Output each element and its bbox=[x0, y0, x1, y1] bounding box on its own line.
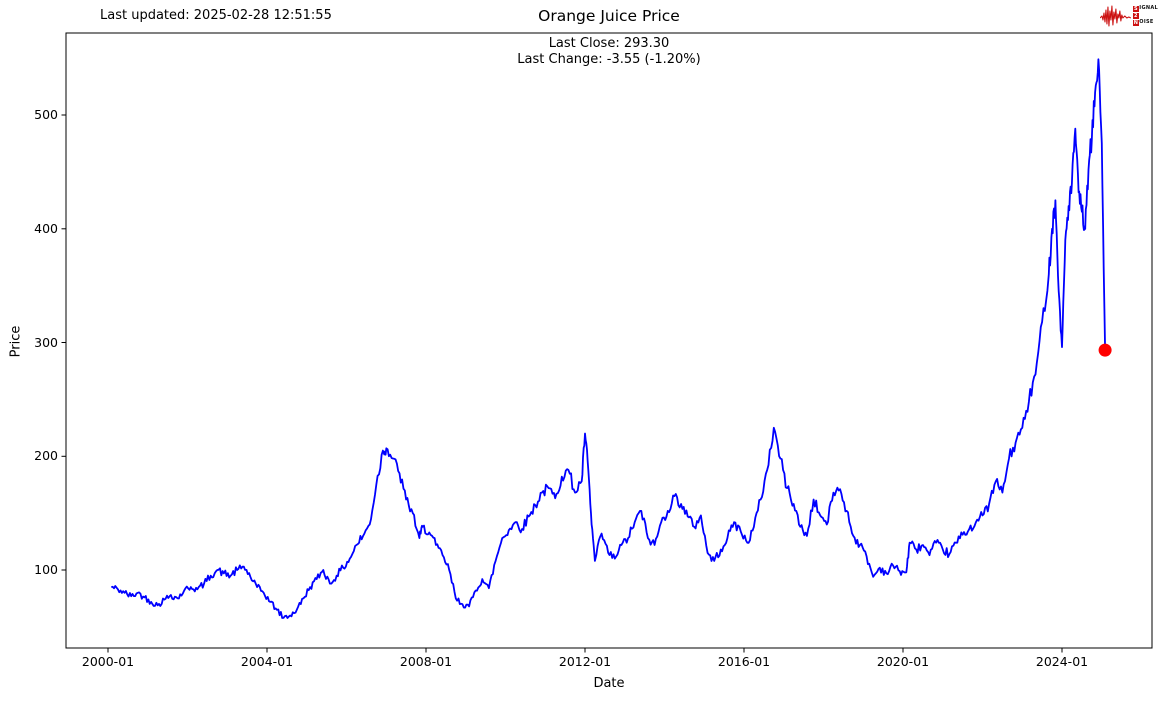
axes-box bbox=[65, 32, 1153, 649]
price-line bbox=[111, 58, 1106, 619]
waveform-icon bbox=[1100, 5, 1132, 26]
y-tick-label: 500 bbox=[34, 107, 58, 122]
x-tick-label: 2016-01 bbox=[717, 654, 771, 669]
last-updated-text: Last updated: 2025-02-28 12:51:55 bbox=[100, 8, 332, 23]
y-tick-label: 100 bbox=[34, 562, 58, 577]
logo-letter-n: N bbox=[1132, 19, 1139, 26]
y-tick-label: 400 bbox=[34, 220, 58, 236]
last-close-annotation: Last Close: 293.30 bbox=[548, 36, 670, 51]
x-axis-label: Date bbox=[593, 676, 625, 691]
logo-text: S IGNAL 2 N OISE bbox=[1132, 5, 1158, 26]
x-tick-label: 2020-01 bbox=[876, 654, 930, 669]
x-tick-label: 2024-01 bbox=[1035, 654, 1089, 669]
logo-row-signal: S IGNAL bbox=[1132, 5, 1158, 12]
logo-letter-2: 2 bbox=[1132, 12, 1139, 19]
axis-ticks bbox=[61, 114, 1063, 653]
x-tick-label: 2012-01 bbox=[558, 654, 612, 669]
y-tick-label: 300 bbox=[34, 334, 58, 350]
last-change-annotation: Last Change: -3.55 (-1.20%) bbox=[517, 52, 701, 67]
last-price-dot bbox=[1098, 343, 1112, 357]
logo-letter-s: S bbox=[1132, 5, 1139, 12]
logo-row-noise: N OISE bbox=[1132, 19, 1154, 26]
x-tick-label: 2000-01 bbox=[81, 654, 135, 669]
logo-row-2: 2 bbox=[1132, 12, 1158, 19]
x-tick-label: 2008-01 bbox=[399, 654, 453, 669]
y-tick-label: 200 bbox=[34, 448, 58, 464]
chart-title: Orange Juice Price bbox=[538, 7, 680, 25]
signal2noise-logo: S IGNAL 2 N OISE bbox=[1100, 2, 1158, 29]
x-tick-label: 2004-01 bbox=[240, 654, 294, 669]
